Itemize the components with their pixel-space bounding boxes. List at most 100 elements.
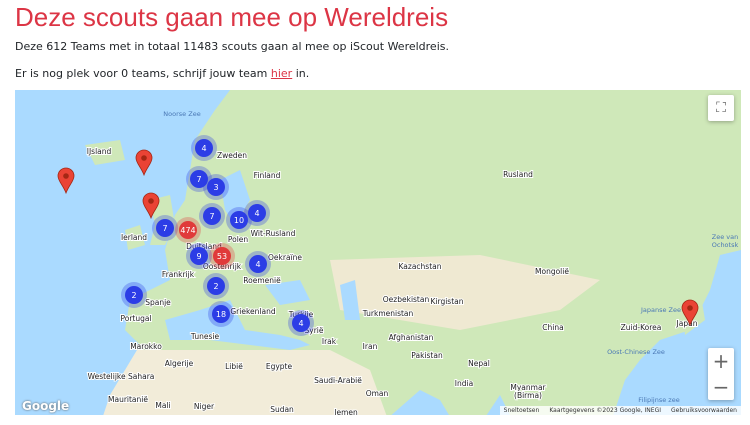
- water-label: Oost-Chinese Zee: [607, 348, 665, 356]
- attribution-item[interactable]: Gebruiksvoorwaarden: [671, 407, 737, 414]
- google-logo: Google: [22, 399, 70, 413]
- map-label: India: [455, 379, 473, 388]
- marker-cluster[interactable]: 18: [208, 301, 234, 327]
- cluster-core: [195, 139, 213, 157]
- page-title: Deze scouts gaan mee op Wereldreis: [15, 2, 449, 32]
- water-label: Ochotsk: [712, 241, 739, 249]
- signup-link[interactable]: hier: [270, 67, 293, 80]
- marker-cluster[interactable]: 4: [244, 200, 270, 226]
- map-label: Mali: [155, 401, 170, 410]
- cluster-count: 4: [201, 144, 206, 153]
- map-canvas: IJsland Zweden Finland Rusland Ierland Wit-Ru…: [15, 90, 741, 415]
- cluster-count: 4: [254, 209, 259, 218]
- cluster-count: 474: [180, 226, 195, 235]
- cluster-core: [190, 170, 208, 188]
- map-label: Afghanistan: [389, 333, 434, 342]
- attribution-item[interactable]: Sneltoetsen: [503, 407, 540, 414]
- cluster-core: [213, 247, 231, 265]
- map-label: (Birma): [514, 391, 542, 400]
- marker-cluster[interactable]: 10: [226, 207, 252, 233]
- cluster-count: 4: [298, 319, 303, 328]
- cluster-core: [207, 277, 225, 295]
- pin-shape: [135, 149, 153, 177]
- map-label: Zuid-Korea: [621, 323, 662, 332]
- pin-shape: [57, 167, 75, 195]
- cluster-count: 53: [217, 252, 227, 261]
- water-label: Zee van: [712, 233, 738, 241]
- map[interactable]: IJsland Zweden Finland Rusland Ierland Wit-Ru…: [15, 90, 741, 415]
- cluster-count: 3: [213, 183, 218, 192]
- cluster-core: [207, 178, 225, 196]
- map-label: Turkmenistan: [362, 309, 414, 318]
- map-label: Rusland: [503, 170, 533, 179]
- water-label: Japanse Zee: [640, 306, 681, 314]
- zoom-in-button[interactable]: +: [712, 349, 730, 373]
- cluster-count: 7: [209, 212, 214, 221]
- map-pin[interactable]: [142, 192, 160, 220]
- map-label: Niger: [194, 402, 215, 411]
- cluster-count: 4: [255, 260, 260, 269]
- water-label: Filipijnse zee: [638, 396, 679, 404]
- map-label: Tunesie: [190, 332, 220, 341]
- map-label: Kazachstan: [399, 262, 442, 271]
- cluster-count: 7: [162, 224, 167, 233]
- water-label: Noorse Zee: [163, 110, 200, 118]
- pin-dot: [141, 155, 147, 161]
- note-text: Er is nog plek voor 0 teams, schrijf jou…: [15, 67, 271, 80]
- marker-cluster[interactable]: 7: [199, 203, 225, 229]
- cluster-core: [248, 204, 266, 222]
- pin-dot: [687, 305, 693, 311]
- map-label: Mongolië: [535, 267, 569, 276]
- marker-cluster[interactable]: 474: [175, 217, 201, 243]
- map-label: Algerije: [165, 359, 194, 368]
- map-label: Roemenië: [243, 276, 281, 285]
- map-label: Griekenland: [230, 307, 275, 316]
- note: Er is nog plek voor 0 teams, schrijf jou…: [15, 67, 309, 80]
- cluster-core: [292, 314, 310, 332]
- map-label: Sudan: [270, 405, 294, 414]
- map-pin[interactable]: [57, 167, 75, 195]
- map-label: Nepal: [468, 359, 490, 368]
- map-label: Libië: [225, 362, 243, 371]
- map-label: Ierland: [121, 233, 147, 242]
- marker-cluster[interactable]: 7: [186, 166, 212, 192]
- map-pin[interactable]: [135, 149, 153, 177]
- map-label: Irak: [322, 337, 337, 346]
- pin-shape: [681, 299, 699, 327]
- map-pin[interactable]: [681, 299, 699, 327]
- pin-shape: [142, 192, 160, 220]
- map-label: Kirgistan: [431, 297, 464, 306]
- marker-cluster[interactable]: 4: [191, 135, 217, 161]
- cluster-core: [203, 207, 221, 225]
- map-label: Frankrijk: [162, 270, 195, 279]
- map-label: Wit-Rusland: [251, 229, 296, 238]
- marker-cluster[interactable]: 3: [203, 174, 229, 200]
- zoom-out-button[interactable]: −: [712, 375, 730, 399]
- marker-cluster[interactable]: 9: [186, 243, 212, 269]
- map-label: Oezbekistan: [383, 295, 430, 304]
- map-label: Pakistan: [411, 351, 443, 360]
- cluster-core: [125, 286, 143, 304]
- desert: [101, 350, 387, 415]
- zoom-controls: + −: [708, 348, 734, 400]
- map-label: Iran: [363, 342, 378, 351]
- map-label: Spanje: [145, 298, 171, 307]
- cluster-core: [179, 221, 197, 239]
- desert: [330, 255, 600, 330]
- map-label: Oekraïne: [268, 253, 302, 262]
- fullscreen-button[interactable]: ⛶: [708, 95, 734, 121]
- pin-dot: [148, 198, 154, 204]
- marker-cluster[interactable]: 53: [209, 243, 235, 269]
- marker-cluster[interactable]: 7: [152, 215, 178, 241]
- attribution: Sneltoetsen Kaartgegevens ©2023 Google, I…: [499, 406, 741, 415]
- cluster-core: [190, 247, 208, 265]
- map-label: Westelijke Sahara: [88, 372, 155, 381]
- marker-cluster[interactable]: 4: [288, 310, 314, 336]
- marker-cluster[interactable]: 4: [245, 251, 271, 277]
- marker-cluster[interactable]: 2: [203, 273, 229, 299]
- map-label: Polen: [228, 235, 249, 244]
- cluster-count: 2: [213, 282, 218, 291]
- marker-cluster[interactable]: 2: [121, 282, 147, 308]
- map-label: Marokko: [130, 342, 162, 351]
